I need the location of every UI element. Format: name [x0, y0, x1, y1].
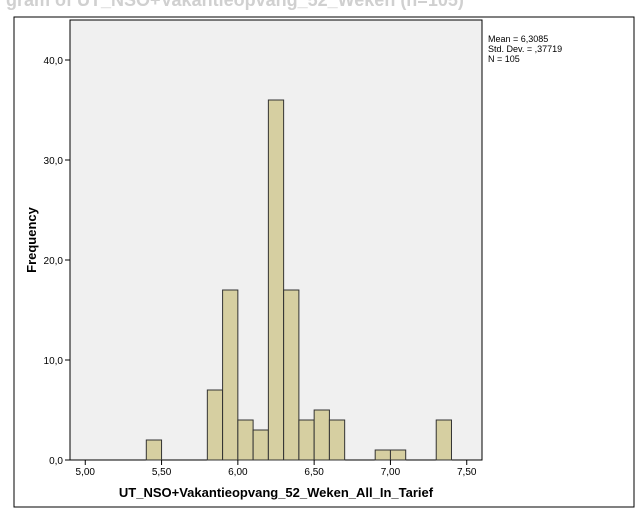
x-tick-label-4: 7,00 [381, 467, 401, 478]
histogram-bar-11 [389, 449, 407, 461]
x-tick-label-0: 5,00 [76, 467, 96, 478]
histogram-bar-6 [283, 289, 300, 461]
y-tick-label-4: 40,0 [44, 56, 64, 67]
y-axis: 0,0 10,0 20,0 30,0 40,0 [44, 56, 70, 467]
x-tick-label-1: 5,50 [152, 467, 172, 478]
histogram-bar-0 [145, 439, 163, 461]
y-tick-label-1: 10,0 [44, 356, 64, 367]
histogram-bar-12 [435, 419, 452, 461]
histogram-bar-10 [374, 449, 391, 461]
x-axis-title: UT_NSO+Vakantieopvang_52_Weken_All_In_Ta… [119, 485, 434, 500]
y-tick-label-3: 30,0 [44, 156, 64, 167]
histogram-bar-2 [222, 289, 239, 461]
histogram-bar-3 [237, 419, 254, 461]
x-tick-label-3: 6,50 [304, 467, 324, 478]
stats-std-dev: Std. Dev. = ,37719 [488, 44, 562, 54]
histogram-bar-8 [313, 409, 330, 461]
y-tick-label-2: 20,0 [44, 256, 64, 267]
histogram-bar-4 [252, 429, 269, 461]
histogram-bar-9 [328, 419, 346, 461]
clipped-heading: gram of UT_NSO+Vakantieopvang_52_Weken (… [6, 0, 464, 10]
y-axis-title: Frequency [24, 206, 39, 273]
histogram-bar-7 [298, 419, 315, 461]
x-axis: 5,00 5,50 6,00 6,50 7,00 7,50 [76, 460, 477, 478]
y-tick-label-0: 0,0 [49, 456, 63, 467]
histogram-bar-1 [206, 389, 224, 461]
stats-mean: Mean = 6,3085 [488, 34, 548, 44]
histogram-bar-5 [267, 99, 285, 461]
x-tick-label-5: 7,50 [457, 467, 477, 478]
bars-group [145, 99, 452, 461]
stats-n: N = 105 [488, 54, 520, 64]
x-tick-label-2: 6,00 [228, 467, 248, 478]
